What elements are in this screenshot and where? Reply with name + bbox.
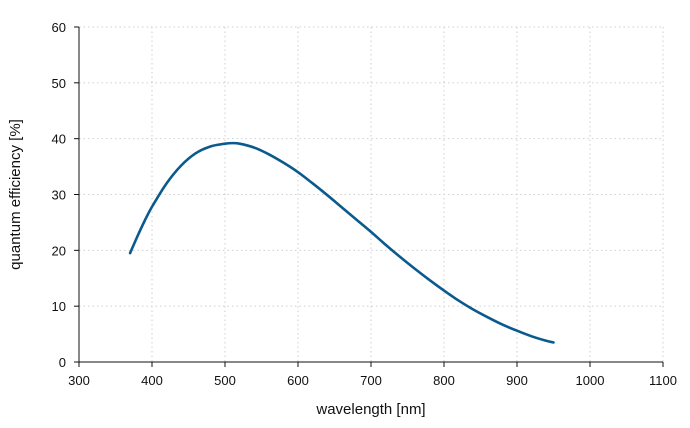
y-tick-label: 50 <box>52 76 66 91</box>
x-tick-label: 1100 <box>649 373 677 388</box>
y-tick-label: 30 <box>52 188 66 203</box>
grid <box>79 26 664 362</box>
data-series <box>128 141 555 344</box>
x-tick-label: 600 <box>287 373 309 388</box>
y-tick-label: 40 <box>52 132 66 147</box>
y-tick-label: 20 <box>52 243 66 258</box>
x-tick-label: 500 <box>214 373 236 388</box>
x-tick-label: 400 <box>141 373 163 388</box>
y-axis-title: quantum efficiency [%] <box>7 119 24 270</box>
x-tick-label: 300 <box>68 373 90 388</box>
x-tick-label: 1000 <box>576 373 605 388</box>
x-tick-label: 900 <box>506 373 528 388</box>
y-tick-label: 10 <box>52 299 66 314</box>
x-tick-label: 700 <box>360 373 382 388</box>
y-tick-label: 0 <box>59 355 66 370</box>
y-tick-label: 60 <box>52 20 66 35</box>
x-axis-ticks: 300 400 500 600 700 800 900 1000 1100 <box>68 362 677 388</box>
x-axis-title: wavelength [nm] <box>315 401 425 418</box>
x-tick-label: 800 <box>433 373 455 388</box>
quantum-efficiency-line <box>128 141 555 344</box>
y-axis-ticks: 0 10 20 30 40 50 60 <box>52 20 79 370</box>
